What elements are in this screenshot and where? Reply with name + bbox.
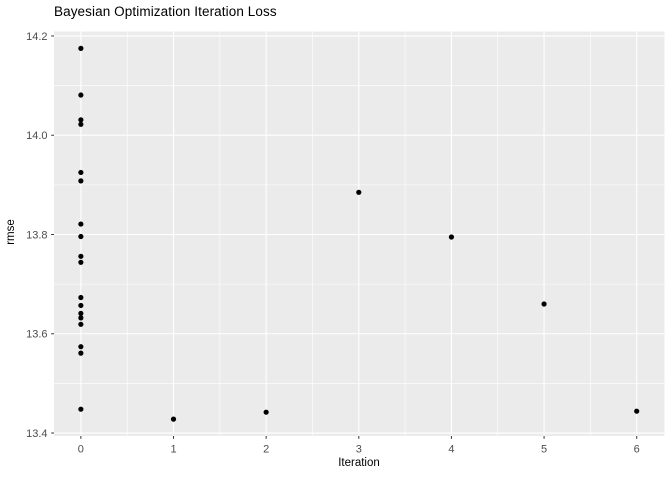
x-axis-title: Iteration — [338, 457, 380, 469]
data-point — [78, 178, 84, 184]
data-point — [356, 189, 362, 195]
data-point — [78, 302, 84, 309]
data-point — [78, 92, 84, 98]
x-tick-label: 2 — [263, 444, 269, 456]
data-point — [78, 117, 84, 123]
data-point — [78, 45, 84, 51]
x-tick-label: 3 — [356, 444, 362, 456]
x-tick-label: 5 — [541, 444, 547, 456]
data-point — [448, 234, 455, 240]
x-tick-label: 6 — [634, 444, 640, 456]
data-point — [78, 321, 84, 327]
data-point — [78, 233, 84, 240]
y-tick-label: 13.8 — [26, 229, 47, 241]
data-point — [78, 121, 84, 127]
plot-title: Bayesian Optimization Iteration Loss — [54, 4, 277, 19]
data-point — [78, 315, 84, 321]
y-tick-label: 14.0 — [26, 130, 47, 142]
data-point — [263, 409, 269, 415]
y-tick-label: 13.6 — [26, 329, 47, 341]
y-tick-label: 13.4 — [26, 428, 47, 440]
data-point — [78, 294, 84, 301]
data-point — [78, 406, 84, 412]
data-point — [170, 416, 177, 422]
x-tick-label: 4 — [448, 444, 454, 456]
data-point — [541, 301, 547, 307]
y-axis-title: rmse — [5, 219, 17, 245]
x-tick-label: 1 — [170, 444, 176, 456]
data-point — [78, 259, 84, 265]
data-point — [78, 310, 84, 317]
y-tick-label: 14.2 — [26, 31, 47, 43]
data-point — [78, 344, 84, 350]
x-tick-label: 0 — [78, 444, 84, 456]
data-point — [78, 221, 84, 227]
data-point — [78, 169, 84, 176]
data-point — [78, 253, 84, 259]
data-point — [78, 350, 84, 356]
data-point — [634, 408, 640, 414]
